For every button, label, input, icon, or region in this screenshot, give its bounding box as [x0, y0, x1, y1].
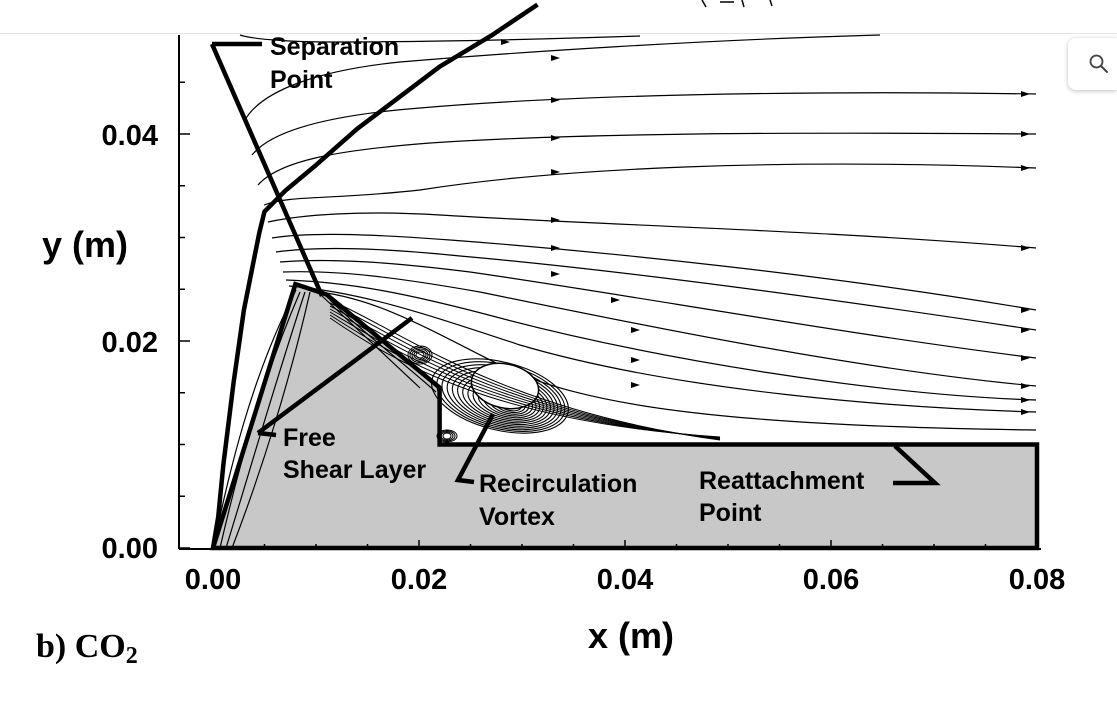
caption-panel: b) [36, 628, 67, 665]
streamline [279, 259, 1037, 359]
corner-vortex-loop [438, 430, 456, 442]
separation-point-label: Separation [270, 33, 399, 61]
streamline [263, 163, 1037, 206]
reattachment-point-label: Point [699, 499, 762, 527]
shear-layer-line [329, 302, 721, 440]
streamline [271, 233, 1037, 311]
streamline-arrow [1021, 409, 1030, 415]
streamline-arrow [1021, 327, 1030, 333]
recirculation-vortex-label: Recirculation [479, 470, 637, 498]
shear-layer-line [329, 305, 721, 440]
recirculation-vortex-leader [454, 412, 495, 485]
x-tick-label: 0.02 [391, 564, 447, 596]
vortex-core [470, 362, 540, 410]
x-axis-label: x (m) [588, 615, 674, 656]
streamline-arrow [1021, 307, 1030, 313]
streamline [329, 299, 437, 393]
streamline-arrow [501, 39, 510, 45]
separation-point-leader [209, 41, 325, 297]
streamline-arrow [1021, 245, 1030, 251]
streamline [321, 295, 421, 389]
streamline-arrow [1021, 397, 1030, 403]
y-tick-label: 0.04 [102, 120, 158, 152]
streamline [319, 291, 1037, 431]
corner-vortex-loop [436, 429, 458, 443]
streamline-arrow [551, 169, 560, 175]
reattachment-point-label: Reattachment [699, 467, 865, 495]
streamline-arrow [551, 217, 560, 223]
shear-layer-line [329, 314, 721, 438]
y-axis-label: y (m) [42, 224, 128, 265]
shear-layer-line [329, 311, 721, 439]
streamline-arrow [1021, 131, 1030, 137]
streamline [275, 247, 1037, 331]
shear-layer-line [329, 317, 721, 438]
streamline [225, 291, 306, 549]
reattachment-point-leader [893, 444, 941, 486]
shear-layer-line [329, 308, 721, 439]
figure-caption: b) CO2 [36, 628, 138, 670]
streamline [231, 291, 311, 549]
recirculation-vortex-label: Vortex [479, 503, 555, 531]
streamline-arrow [631, 327, 640, 333]
caption-species-subscript: 2 [125, 643, 138, 669]
streamline-arrow [551, 135, 560, 141]
streamline-arrow [1021, 165, 1030, 171]
search-button[interactable] [1068, 38, 1117, 90]
streamline-arrow [1021, 91, 1030, 97]
bow-shock-line [210, 2, 539, 549]
separation-point-label: Point [270, 66, 333, 94]
streamline-arrow [631, 382, 640, 388]
shear-layer-line [329, 299, 721, 441]
body-surface [209, 281, 1040, 551]
streamline-arrow [1021, 355, 1030, 361]
streamline [219, 291, 301, 549]
streamline-arrow [551, 245, 560, 251]
streamline [239, 34, 641, 43]
x-tick-label: 0.04 [597, 564, 653, 596]
x-tick-label: 0.08 [1009, 564, 1065, 596]
caption-species: CO [74, 628, 126, 665]
streamline-arrow [551, 97, 560, 103]
streamline [257, 132, 1037, 186]
corner-vortex-loop [442, 432, 452, 440]
vortex-loop [431, 358, 569, 434]
streamline [251, 92, 1037, 156]
x-tick-label: 0.00 [185, 564, 241, 596]
corner-vortex-loop [440, 431, 454, 441]
top-bar-glyph [701, 0, 773, 8]
free-shear-layer-leader [256, 316, 414, 438]
streamline-arrow [551, 271, 560, 277]
streamline [267, 212, 1037, 249]
streamline [285, 279, 1037, 401]
browser-top-bar [0, 0, 1117, 34]
streamline-arrow [551, 55, 560, 61]
y-tick-label: 0.02 [102, 327, 158, 359]
streamline [288, 285, 1037, 413]
x-tick-label: 0.06 [803, 564, 859, 596]
free-shear-layer-label: Free [283, 424, 336, 452]
streamline-arrow [631, 357, 640, 363]
y-tick-label: 0.00 [102, 533, 158, 565]
streamline-arrow [1021, 383, 1030, 389]
streamline [282, 271, 1037, 387]
search-icon [1089, 54, 1108, 73]
secondary-vortex-loop [411, 348, 429, 362]
streamline-arrow [611, 297, 620, 303]
free-shear-layer-label: Shear Layer [283, 456, 426, 484]
